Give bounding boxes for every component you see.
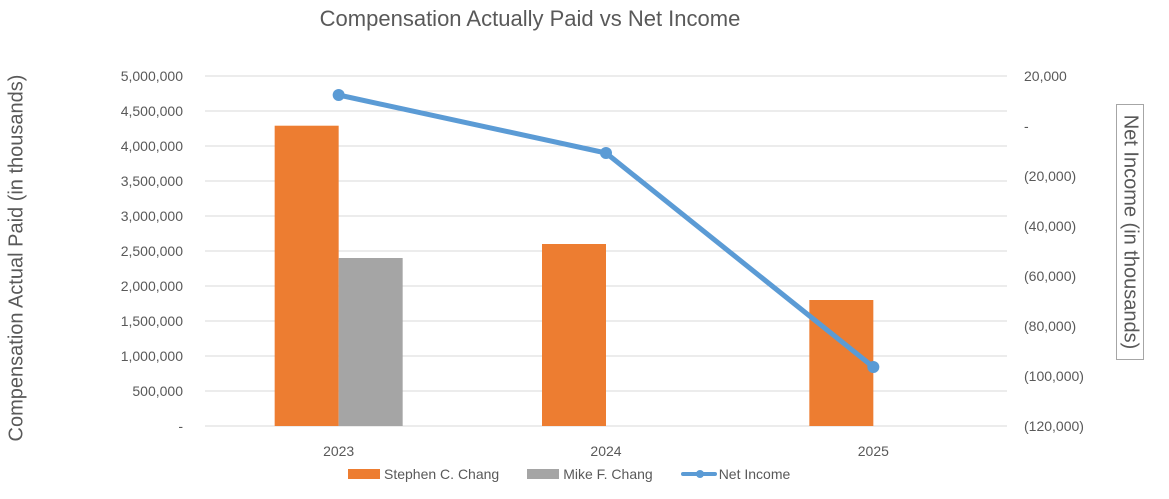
net-income-marker (600, 147, 612, 159)
x-axis-tick: 2023 (323, 443, 354, 459)
legend-item-net-income: Net Income (680, 466, 791, 482)
x-axis-tick: 2024 (590, 443, 621, 459)
net-income-marker (867, 361, 880, 373)
right-axis-tick: (80,000) (1024, 318, 1076, 334)
legend-swatch-mike (527, 469, 560, 479)
right-axis-tick: (40,000) (1024, 218, 1076, 234)
left-axis-tick: 4,000,000 (121, 138, 183, 154)
right-axis-tick: (20,000) (1024, 168, 1076, 184)
net-income-marker (332, 89, 345, 101)
right-axis-tick: (100,000) (1024, 368, 1084, 384)
left-axis-tick: 3,000,000 (121, 208, 183, 224)
legend-label-stephen: Stephen C. Chang (384, 466, 500, 482)
right-axis-tick: - (1024, 118, 1029, 134)
left-axis-tick: 1,500,000 (121, 313, 183, 329)
bar-stephen-c-chang-2024 (542, 244, 606, 426)
legend-item-mike: Mike F. Chang (527, 466, 653, 482)
bar-stephen-c-chang-2023 (274, 125, 339, 426)
left-axis-tick: 5,000,000 (121, 68, 183, 84)
left-axis-tick: 4,500,000 (121, 103, 183, 119)
x-axis-tick: 2025 (858, 443, 889, 459)
legend: Stephen C. Chang Mike F. Chang Net Incom… (348, 466, 818, 482)
left-axis-tick: 3,500,000 (121, 173, 183, 189)
legend-label-net-income: Net Income (718, 466, 791, 482)
left-axis-tick: 2,500,000 (121, 243, 183, 259)
bar-stephen-c-chang-2025 (809, 300, 874, 426)
right-axis-tick: 20,000 (1024, 68, 1067, 84)
left-axis-tick: 500,000 (132, 383, 183, 399)
legend-swatch-stephen (348, 469, 380, 479)
right-axis-title: Net Income (in thousands) (1116, 104, 1144, 360)
right-axis-tick: (60,000) (1024, 268, 1076, 284)
legend-item-stephen: Stephen C. Chang (348, 466, 499, 482)
legend-swatch-net-income (680, 469, 717, 479)
right-axis-tick: (120,000) (1024, 418, 1084, 434)
left-axis-tick: 2,000,000 (121, 278, 183, 294)
left-axis-tick: 1,000,000 (121, 348, 183, 364)
bar-mike-f-chang-2023 (338, 258, 403, 426)
left-axis-tick: - (178, 418, 183, 434)
chart-title: Compensation Actually Paid vs Net Income (319, 6, 741, 31)
legend-label-mike: Mike F. Chang (563, 466, 653, 482)
